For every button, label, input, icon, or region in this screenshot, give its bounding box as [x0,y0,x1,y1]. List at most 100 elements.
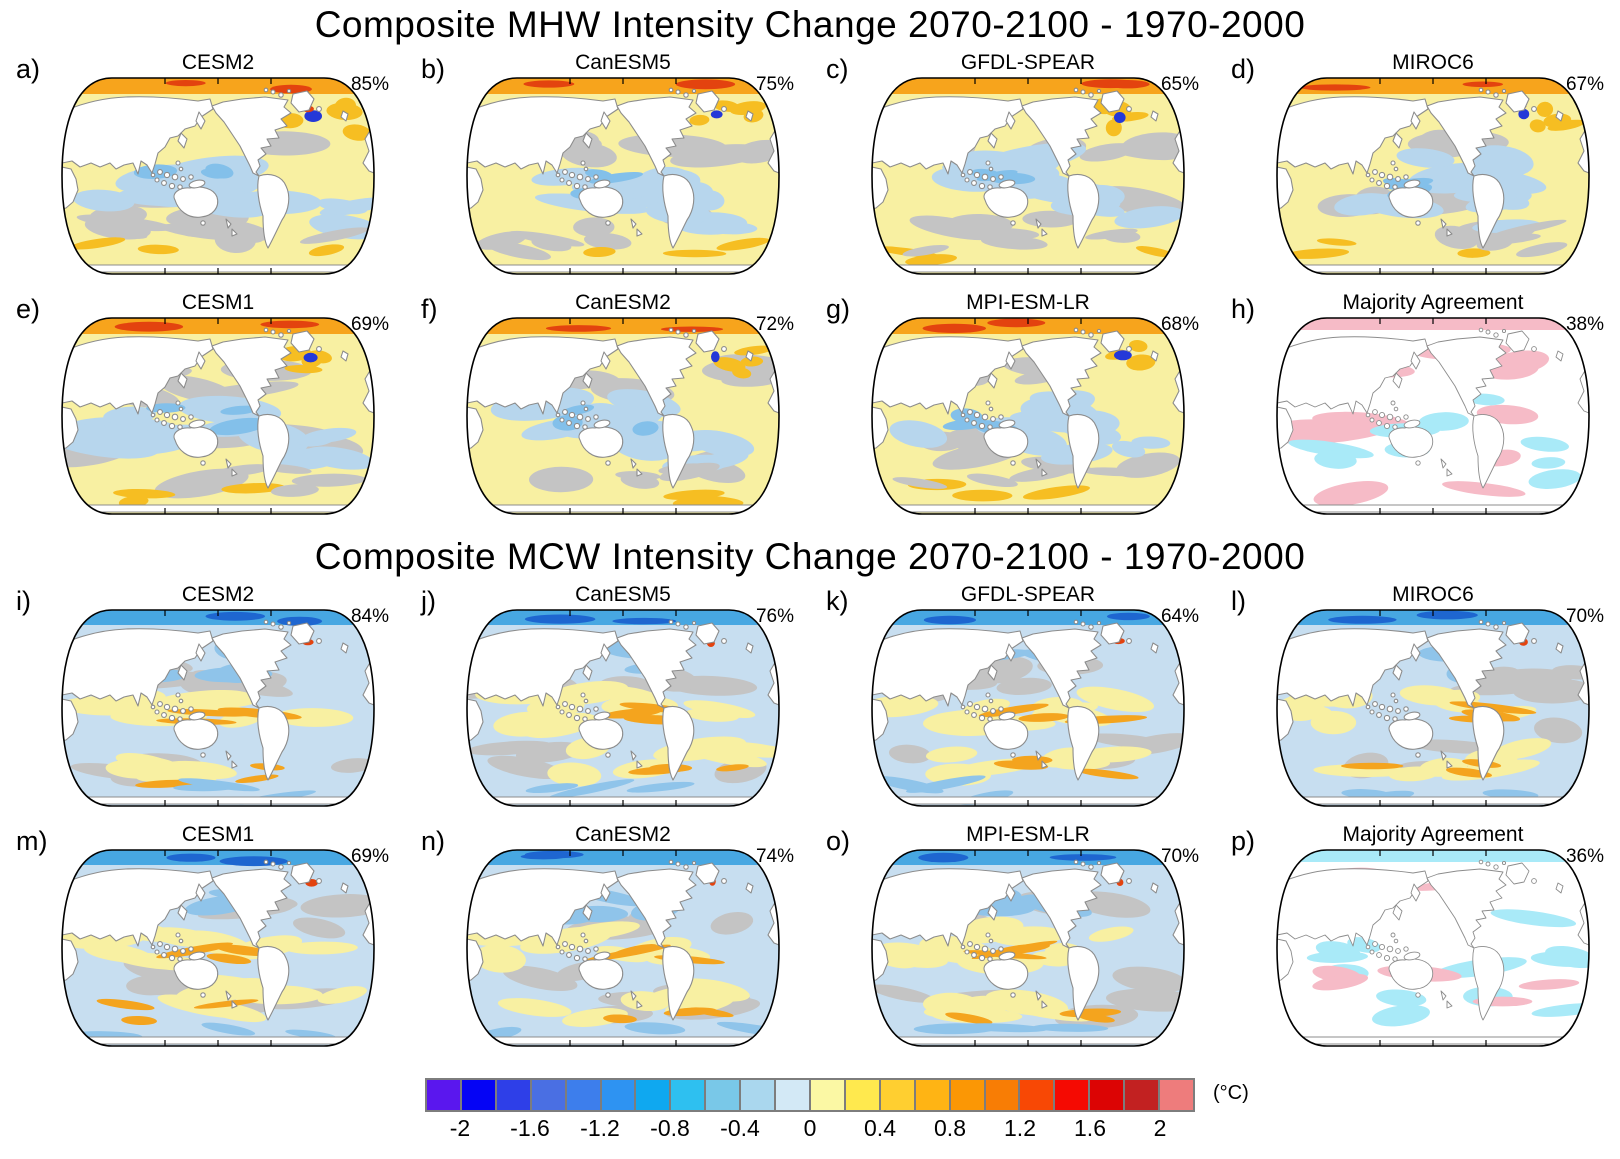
world-map-m [61,849,375,1047]
colorbar-swatch-2 [494,1080,530,1110]
panel-model-title: CanESM2 [575,291,671,314]
panel-agreement-percent: 84% [350,606,389,627]
colorbar-tick-label: -1.6 [510,1115,550,1141]
colorbar-tick-label: -2 [449,1115,471,1141]
colorbar-tick-label: -0.8 [650,1115,690,1141]
mcw-section: Composite MCW Intensity Change 2070-2100… [0,534,1620,1060]
world-map-d [1276,77,1590,275]
colorbar-swatch-13 [878,1080,914,1110]
colorbar-swatch-17 [1018,1080,1054,1110]
world-map-h [1276,317,1590,515]
world-map-n [466,849,780,1047]
panel-j: j) CanESM5 76% [405,580,810,820]
panel-i: i) CESM2 84% [0,580,405,820]
panel-tag: a) [16,54,41,84]
panel-tag: p) [1231,826,1256,856]
mcw-section-title: Composite MCW Intensity Change 2070-2100… [314,536,1306,577]
panel-l: l) MIROC6 70% [1215,580,1620,820]
panel-agreement-percent: 38% [1565,314,1604,335]
panel-tag: k) [826,586,849,616]
panel-agreement-percent: 74% [755,846,794,867]
colorbar: -2 -1.6 -1.2 -0.8 -0.4 0 0.4 0.8 1.2 1.6 2 (°C) [425,1078,1249,1146]
colorbar-tick-labels: -2 -1.6 -1.2 -0.8 -0.4 0 0.4 0.8 1.2 1.6 2 [425,1112,1195,1146]
panel-model-title: Majority Agreement [1342,823,1524,846]
panel-agreement-percent: 65% [1160,74,1199,95]
panel-model-title: MIROC6 [1392,583,1474,606]
panel-m: m) CESM1 69% [0,820,405,1060]
colorbar-swatch-4 [564,1080,600,1110]
panel-agreement-percent: 72% [755,314,794,335]
panel-agreement-percent: 68% [1160,314,1199,335]
mhw-section: Composite MHW Intensity Change 2070-2100… [0,2,1620,528]
world-map-i [61,609,375,807]
panel-tag: d) [1231,54,1256,84]
colorbar-tick-label: 0.4 [864,1115,896,1141]
panel-agreement-percent: 69% [350,314,389,335]
panel-tag: j) [421,586,436,616]
world-map-c [871,77,1185,275]
colorbar-tick-label: 2 [1153,1115,1167,1141]
panel-tag: e) [16,294,41,324]
world-map-a [61,77,375,275]
colorbar-swatch-0 [427,1080,460,1110]
colorbar-swatch-3 [529,1080,565,1110]
panel-model-title: MIROC6 [1392,51,1474,74]
panel-f: f) CanESM2 72% [405,288,810,528]
world-map-f [466,317,780,515]
panel-agreement-percent: 64% [1160,606,1199,627]
panel-agreement-percent: 85% [350,74,389,95]
panel-agreement-percent: 67% [1565,74,1604,95]
colorbar-swatch-6 [634,1080,670,1110]
colorbar-tick-label: 1.6 [1074,1115,1106,1141]
panel-g: g) MPI-ESM-LR 68% [810,288,1215,528]
panel-h: h) Majority Agreement 38% [1215,288,1620,528]
panel-e: e) CESM1 69% [0,288,405,528]
panel-tag: f) [421,294,438,324]
colorbar-tick-label: -0.4 [720,1115,760,1141]
world-map-g [871,317,1185,515]
panel-model-title: CanESM2 [575,823,671,846]
colorbar-unit-label: (°C) [1213,1082,1249,1104]
panel-model-title: CESM2 [181,51,255,74]
panel-model-title: GFDL-SPEAR [960,51,1096,74]
panel-agreement-percent: 70% [1160,846,1199,867]
colorbar-swatch-18 [1053,1080,1089,1110]
colorbar-tick-label: -1.2 [580,1115,620,1141]
panel-agreement-percent: 70% [1565,606,1604,627]
world-map-k [871,609,1185,807]
world-map-p [1276,849,1590,1047]
colorbar-swatch-20 [1123,1080,1159,1110]
panel-b: b) CanESM5 75% [405,48,810,288]
panel-tag: g) [826,294,851,324]
panel-o: o) MPI-ESM-LR 70% [810,820,1215,1060]
colorbar-tick-label: 0 [803,1115,817,1141]
panel-k: k) GFDL-SPEAR 64% [810,580,1215,820]
colorbar-swatch-10 [774,1080,809,1110]
colorbar-swatch-14 [913,1080,949,1110]
panel-model-title: CESM2 [181,583,255,606]
panel-model-title: CanESM5 [575,583,671,606]
panel-agreement-percent: 69% [350,846,389,867]
colorbar-swatch-11 [808,1080,844,1110]
panel-c: c) GFDL-SPEAR 65% [810,48,1215,288]
panel-tag: l) [1231,586,1246,616]
panel-p: p) Majority Agreement 36% [1215,820,1620,1060]
panel-model-title: CESM1 [181,291,255,314]
panel-model-title: GFDL-SPEAR [960,583,1096,606]
panel-n: n) CanESM2 74% [405,820,810,1060]
panel-tag: o) [826,826,851,856]
panel-model-title: CanESM5 [575,51,671,74]
world-map-l [1276,609,1590,807]
panel-tag: h) [1231,294,1256,324]
world-map-b [466,77,780,275]
panel-d: d) MIROC6 67% [1215,48,1620,288]
colorbar-swatch-15 [948,1080,984,1110]
colorbar-tick-label: 1.2 [1004,1115,1036,1141]
colorbar-swatch-9 [739,1080,775,1110]
panel-agreement-percent: 36% [1565,846,1604,867]
colorbar-swatch-8 [704,1080,740,1110]
mhw-section-title: Composite MHW Intensity Change 2070-2100… [314,4,1306,45]
colorbar-swatch-21 [1158,1080,1193,1110]
panel-agreement-percent: 75% [755,74,794,95]
